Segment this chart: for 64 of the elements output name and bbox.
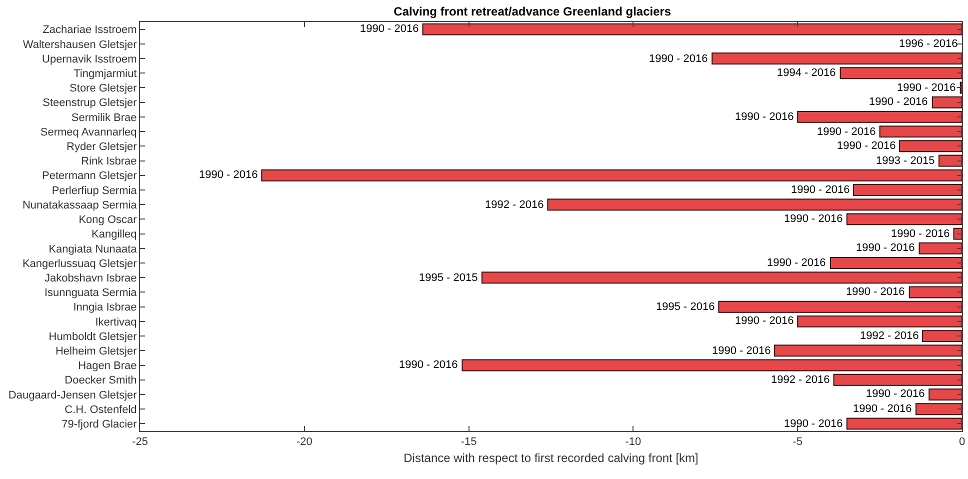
y-tick-label: Kong Oscar [78,214,138,226]
annotation: 1990 - 2016 [891,228,950,240]
annotation: 1992 - 2016 [771,374,830,386]
y-tick-label: Petermann Gletsjer [42,170,138,182]
x-tick-label: -10 [625,436,642,448]
y-tick-label: 79-fjord Glacier [62,418,138,431]
annotation: 1990 - 2016 [791,184,850,196]
annotation: 1992 - 2016 [860,330,919,342]
annotation: 1990 - 2016 [866,388,925,400]
annotation: 1993 - 2015 [876,155,935,167]
annotation: 1990 - 2016 [712,345,771,357]
annotation: 1992 - 2016 [485,199,544,211]
annotation: 1990 - 2016 [767,257,826,269]
y-tick-label: Ikertivaq [95,316,137,328]
annotation: 1995 - 2015 [419,272,478,284]
x-tick-label: 0 [958,436,966,448]
y-tick-label: Helheim Gletsjer [55,346,138,358]
x-tick-label: -5 [792,436,802,448]
y-tick-label: Sermilik Brae [71,112,137,124]
y-tick-label: Doecker Smith [64,374,137,387]
y-tick-label: Store Gletsjer [70,82,138,95]
x-tick-label: -20 [296,436,312,448]
y-tick-label: Daugaard-Jensen Gletsjer [8,389,138,402]
annotation: 1990 - 2016 [897,82,956,94]
y-tick-label: Perlerfiup Sermia [52,184,138,197]
annotation: 1990 - 2016 [869,96,928,108]
y-tick-label: Ryder Gletsjer [66,141,138,154]
y-tick-label: Kangiata Nunaata [48,243,138,256]
annotation: 1990 - 2016 [399,359,458,371]
y-tick-label: Nunatakassaap Sermia [22,199,138,212]
chart-title: Calving front retreat/advance Greenland glaciers [394,4,672,19]
y-tick-label: Tingmjarmiut [74,68,137,80]
annotation: 1996 - 2016 [899,38,958,50]
annotation: 1990 - 2016 [784,213,843,225]
y-tick-label: Inngia Isbrae [73,302,137,314]
y-tick-label: Kangilleq [92,228,137,241]
x-tick-label: -25 [132,436,148,448]
y-tick-label: Kangerlussuaq Gletsjer [22,258,138,270]
y-tick-label: Waltershausen Gletsjer [22,38,138,51]
annotation: 1990 - 2016 [735,111,794,123]
annotation: 1990 - 2016 [735,315,794,327]
y-tick-label: C.H. Ostenfeld [64,404,137,416]
annotation: 1990 - 2016 [817,126,876,138]
annotation: 1990 - 2016 [856,242,915,254]
y-tick-label: Humboldt Gletsjer [48,330,138,343]
annotation: 1995 - 2016 [656,301,715,313]
annotation: 1994 - 2016 [777,67,836,79]
annotation: 1990 - 2016 [853,403,912,415]
y-tick-label: Sermeq Avannarleq [40,126,137,138]
y-tick-label: Jakobshavn Isbrae [44,272,137,284]
x-tick-label: -15 [460,436,477,448]
y-tick-label: Hagen Brae [78,360,137,372]
y-tick-label: Upernavik Isstroem [42,53,137,66]
annotation: 1990 - 2016 [837,140,896,152]
x-axis-title: Distance with respect to first recorded calving front [km] [404,451,698,466]
annotation: 1990 - 2016 [649,53,708,65]
y-tick-label: Zachariae Isstroem [42,24,137,36]
annotation: 1990 - 2016 [846,286,905,298]
y-tick-label: Isunnguata Sermia [44,287,138,300]
annotation: 1990 - 2016 [360,23,419,35]
y-tick-label: Steenstrup Gletsjer [42,97,138,110]
y-tick-label: Rink Isbrae [81,156,137,168]
annotation: 1990 - 2016 [784,418,843,430]
annotation: 1990 - 2016 [199,169,258,181]
